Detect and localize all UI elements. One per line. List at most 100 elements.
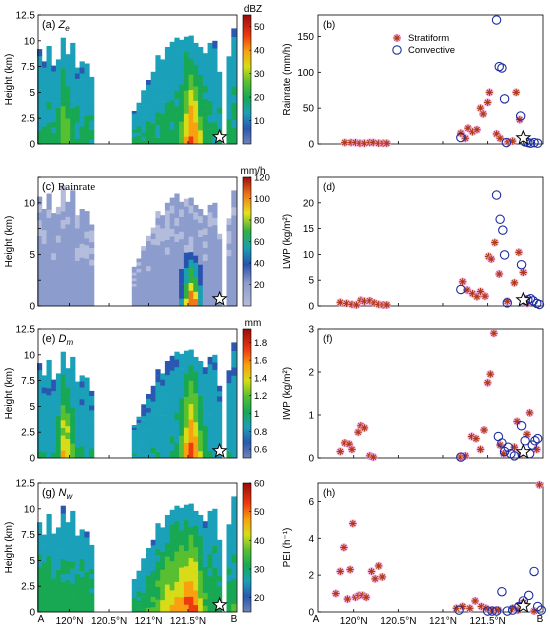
- field-cell: [46, 241, 52, 250]
- field-cell: [164, 47, 171, 55]
- field-cell: [198, 215, 204, 224]
- asterisk-stroke: [341, 139, 348, 146]
- field-cell: [60, 450, 66, 459]
- field-cell: [136, 576, 142, 580]
- field-cell: [55, 131, 62, 139]
- colorbar-tick-label: 80: [254, 216, 265, 227]
- field-cell: [160, 83, 166, 90]
- field-cell: [146, 102, 152, 108]
- field-cell: [74, 430, 81, 437]
- field-cell: [207, 93, 213, 101]
- asterisk-stroke: [477, 446, 484, 453]
- field-cell: [183, 98, 190, 106]
- field-cell: [183, 373, 190, 382]
- field-cell: [212, 530, 218, 539]
- field-cell: [202, 432, 208, 439]
- field-cell: [193, 421, 199, 430]
- field-cell: [70, 115, 76, 123]
- field-cell: [193, 525, 199, 533]
- field-cell: [46, 528, 52, 536]
- field-cell: [174, 98, 180, 107]
- field-cell: [207, 100, 213, 109]
- field-cell: [41, 114, 47, 121]
- field-cell: [41, 243, 47, 251]
- field-cell: [55, 581, 62, 589]
- field-cell: [207, 421, 213, 430]
- field-cell: [217, 606, 223, 613]
- field-cell: [212, 291, 218, 299]
- field-cell: [188, 66, 194, 75]
- field-cell: [174, 366, 180, 375]
- field-cell: [226, 426, 232, 434]
- field-cell: [193, 378, 199, 386]
- field-cell: [226, 274, 232, 282]
- field-cell: [198, 47, 204, 55]
- field-cell: [70, 561, 76, 569]
- field-cell: [231, 215, 237, 224]
- field-cell: [160, 267, 166, 274]
- field-cell: [65, 283, 71, 292]
- field-cell: [79, 387, 85, 394]
- stratiform-point: [348, 445, 356, 453]
- field-cell: [84, 583, 90, 590]
- field-cell: [89, 588, 95, 594]
- field-cell: [179, 298, 185, 307]
- field-cell: [70, 190, 76, 199]
- field-cell: [202, 534, 208, 541]
- field-cell: [183, 535, 190, 544]
- field-cell: [169, 56, 175, 64]
- field-cell: [131, 122, 137, 126]
- field-cell: [231, 367, 237, 376]
- field-cell: [55, 385, 62, 392]
- field-cell: [169, 205, 175, 214]
- field-cell: [131, 581, 137, 584]
- field-cell: [212, 121, 218, 130]
- stratiform-point: [535, 481, 544, 489]
- legend-label-stratiform: Stratiform: [408, 33, 449, 44]
- convective-point: [497, 438, 507, 448]
- stratiform-point: [332, 589, 340, 598]
- field-cell: [37, 444, 43, 452]
- field-cell: [65, 209, 71, 217]
- field-cell: [37, 282, 43, 291]
- y-tick-label: 5: [29, 556, 35, 567]
- asterisk-stroke: [343, 300, 350, 307]
- field-cell: [155, 432, 161, 440]
- field-cell: [89, 271, 95, 278]
- stratiform-point: [343, 595, 352, 603]
- field-cell: [65, 73, 71, 81]
- field-cell: [84, 440, 90, 447]
- field-cell: [202, 234, 208, 242]
- field-cell: [174, 60, 180, 69]
- field-cell: [65, 298, 71, 307]
- field-cell: [183, 442, 190, 451]
- convective-point: [516, 420, 527, 431]
- convective-point: [497, 586, 507, 597]
- field-cell: [160, 65, 166, 72]
- y-tick-label: 0: [308, 140, 314, 151]
- field-cell: [46, 123, 52, 131]
- cross-section-field: [37, 496, 237, 613]
- field-cell: [146, 412, 152, 418]
- convective-point: [532, 138, 543, 149]
- field-cell: [193, 518, 199, 526]
- field-cell: [212, 516, 218, 524]
- field-cell: [131, 450, 137, 454]
- field-cell: [174, 442, 180, 451]
- field-cell: [198, 74, 204, 82]
- plot-frame: [317, 14, 544, 145]
- field-cell: [179, 545, 185, 553]
- field-cell: [217, 385, 223, 392]
- field-cell: [193, 371, 199, 379]
- field-cell: [212, 604, 218, 613]
- asterisk-stroke: [383, 302, 390, 308]
- field-cell: [202, 111, 208, 119]
- asterisk-stroke: [514, 418, 521, 425]
- field-cell: [202, 118, 208, 125]
- field-cell: [74, 127, 81, 134]
- field-cell: [231, 603, 237, 613]
- field-cell: [146, 426, 152, 431]
- field-cell: [41, 278, 47, 286]
- field-cell: [136, 111, 142, 115]
- field-cell: [169, 290, 175, 299]
